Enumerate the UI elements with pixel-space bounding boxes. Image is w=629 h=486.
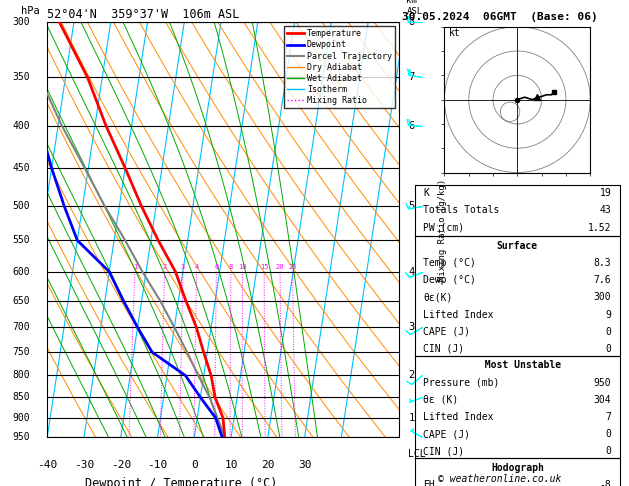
Text: 15: 15 [260, 264, 269, 270]
Text: -8: -8 [599, 480, 611, 486]
Text: 7.6: 7.6 [594, 275, 611, 285]
Text: θε (K): θε (K) [423, 395, 459, 405]
Text: -20: -20 [111, 460, 131, 470]
Text: 7: 7 [606, 412, 611, 422]
Text: 0: 0 [191, 460, 198, 470]
Text: 450: 450 [13, 163, 30, 173]
Text: 300: 300 [13, 17, 30, 27]
Text: 52°04'N  359°37'W  106m ASL: 52°04'N 359°37'W 106m ASL [47, 8, 240, 21]
Text: 3: 3 [181, 264, 185, 270]
Text: PW (cm): PW (cm) [423, 223, 464, 233]
Text: Lifted Index: Lifted Index [423, 412, 494, 422]
Text: 4: 4 [408, 267, 415, 277]
Text: Mixing Ratio (g/kg): Mixing Ratio (g/kg) [438, 178, 447, 281]
Text: 10: 10 [238, 264, 247, 270]
Text: 350: 350 [13, 72, 30, 83]
Text: 650: 650 [13, 295, 30, 306]
Text: 8: 8 [408, 17, 415, 27]
Text: 500: 500 [13, 201, 30, 211]
Text: 5: 5 [408, 201, 415, 211]
Text: Hodograph: Hodograph [491, 463, 544, 473]
Text: 19: 19 [599, 188, 611, 198]
Text: 0: 0 [606, 327, 611, 337]
Text: 0: 0 [606, 344, 611, 354]
Text: CAPE (J): CAPE (J) [423, 429, 470, 439]
Text: θε(K): θε(K) [423, 293, 453, 302]
Text: 550: 550 [13, 235, 30, 245]
Text: km
ASL: km ASL [406, 0, 423, 16]
Text: 950: 950 [13, 433, 30, 442]
Text: 800: 800 [13, 370, 30, 381]
Text: kt: kt [449, 29, 461, 38]
Text: 1.52: 1.52 [588, 223, 611, 233]
Text: 25: 25 [289, 264, 297, 270]
Text: 400: 400 [13, 121, 30, 131]
Text: 43: 43 [599, 206, 611, 215]
Text: LCL: LCL [408, 449, 426, 459]
Text: hPa: hPa [21, 6, 40, 16]
Text: 20: 20 [276, 264, 284, 270]
Text: 3: 3 [408, 322, 415, 332]
Text: 1: 1 [408, 413, 415, 423]
Text: Totals Totals: Totals Totals [423, 206, 499, 215]
Text: 950: 950 [594, 378, 611, 387]
Legend: Temperature, Dewpoint, Parcel Trajectory, Dry Adiabat, Wet Adiabat, Isotherm, Mi: Temperature, Dewpoint, Parcel Trajectory… [284, 26, 395, 108]
Text: -10: -10 [147, 460, 167, 470]
Text: 600: 600 [13, 267, 30, 277]
Text: Surface: Surface [497, 241, 538, 251]
Text: 2: 2 [408, 370, 415, 381]
Text: 10: 10 [225, 460, 238, 470]
Text: Lifted Index: Lifted Index [423, 310, 494, 320]
Text: 900: 900 [13, 413, 30, 423]
Text: © weatheronline.co.uk: © weatheronline.co.uk [438, 473, 562, 484]
Text: Pressure (mb): Pressure (mb) [423, 378, 499, 387]
Text: Most Unstable: Most Unstable [473, 360, 562, 370]
Text: 750: 750 [13, 347, 30, 357]
Text: 6: 6 [214, 264, 218, 270]
Text: 700: 700 [13, 322, 30, 332]
Text: 9: 9 [606, 310, 611, 320]
Text: 850: 850 [13, 392, 30, 402]
Text: 6: 6 [408, 121, 415, 131]
Text: EH: EH [423, 480, 435, 486]
Text: 0: 0 [606, 429, 611, 439]
Text: 304: 304 [594, 395, 611, 405]
Text: 8.3: 8.3 [594, 258, 611, 268]
Text: -30: -30 [74, 460, 94, 470]
Text: 30: 30 [298, 460, 311, 470]
Text: 2: 2 [162, 264, 167, 270]
Text: CIN (J): CIN (J) [423, 446, 464, 456]
Text: 7: 7 [408, 72, 415, 83]
Text: 20: 20 [261, 460, 274, 470]
Text: Temp (°C): Temp (°C) [423, 258, 476, 268]
Text: -40: -40 [37, 460, 57, 470]
Text: K: K [423, 188, 429, 198]
Text: CIN (J): CIN (J) [423, 344, 464, 354]
Text: Dewpoint / Temperature (°C): Dewpoint / Temperature (°C) [85, 477, 277, 486]
Text: Dewp (°C): Dewp (°C) [423, 275, 476, 285]
Text: 8: 8 [229, 264, 233, 270]
Text: CAPE (J): CAPE (J) [423, 327, 470, 337]
Text: 30.05.2024  06GMT  (Base: 06): 30.05.2024 06GMT (Base: 06) [402, 12, 598, 22]
Text: 300: 300 [594, 293, 611, 302]
Text: 1: 1 [133, 264, 137, 270]
Text: 4: 4 [194, 264, 199, 270]
Text: 0: 0 [606, 446, 611, 456]
